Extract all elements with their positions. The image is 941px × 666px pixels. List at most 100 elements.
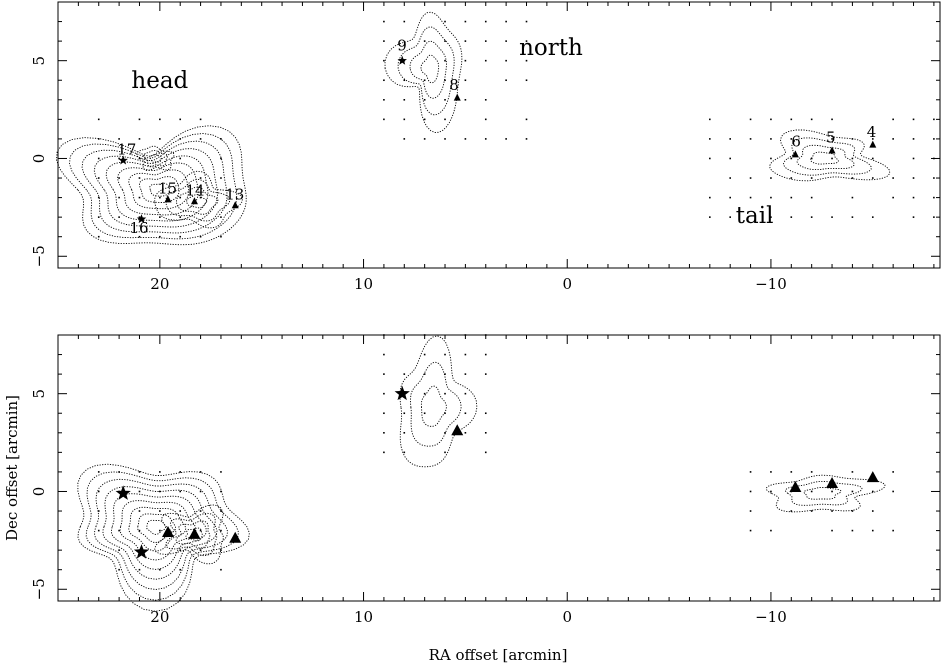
y-tick-label: 0 <box>30 487 48 497</box>
grid-dot <box>179 490 182 493</box>
grid-dot <box>709 138 711 140</box>
grid-dot <box>403 412 406 415</box>
source-label: 8 <box>449 76 459 94</box>
grid-dot <box>97 471 100 473</box>
grid-dot <box>912 118 915 121</box>
grid-dot <box>97 510 100 512</box>
grid-dot <box>525 59 528 62</box>
grid-dot <box>383 412 385 415</box>
grid-dot <box>810 471 813 473</box>
grid-dot <box>464 59 467 62</box>
contour-line <box>420 54 440 84</box>
grid-dot <box>423 392 426 395</box>
grid-dot <box>383 98 385 101</box>
grid-dot <box>912 177 915 179</box>
grid-dot <box>892 177 894 179</box>
grid-dot <box>97 138 100 140</box>
region-label-tail: tail <box>736 203 774 229</box>
grid-dot <box>423 79 426 82</box>
grid-dot <box>383 353 385 356</box>
contour-line <box>803 487 842 500</box>
source-star-marker <box>394 385 410 401</box>
grid-dot <box>179 157 182 160</box>
grid-dot <box>810 177 813 179</box>
contour-line <box>102 486 218 580</box>
grid-dot <box>199 549 202 551</box>
grid-dot <box>199 529 202 532</box>
contour-line <box>165 179 231 222</box>
grid-dot <box>831 510 833 512</box>
grid-dot <box>464 373 467 375</box>
grid-dot <box>138 510 141 512</box>
grid-dot <box>159 490 161 493</box>
grid-dot <box>770 216 772 218</box>
source-star-marker <box>118 155 128 165</box>
grid-dot <box>729 177 731 179</box>
grid-dot <box>159 529 161 532</box>
grid-dot <box>403 118 406 121</box>
source-star-marker <box>397 55 407 65</box>
grid-dot <box>403 138 406 140</box>
grid-dot <box>484 451 487 454</box>
source-label: 16 <box>130 219 149 237</box>
source-triangle-marker <box>231 201 239 209</box>
grid-dot <box>790 118 793 121</box>
grid-dot <box>444 451 446 454</box>
source-triangle-marker <box>866 471 879 483</box>
source-triangle-marker <box>826 477 839 489</box>
grid-dot <box>505 79 507 82</box>
grid-dot <box>770 138 772 140</box>
grid-dot <box>484 98 487 101</box>
grid-dot <box>810 196 813 199</box>
contour-line <box>119 500 197 561</box>
grid-dot <box>444 412 446 415</box>
grid-dot <box>138 138 141 140</box>
grid-dot <box>97 177 100 179</box>
grid-dot <box>525 118 528 121</box>
grid-dot <box>484 412 487 415</box>
grid-dot <box>118 216 120 218</box>
contour-line <box>93 148 218 228</box>
grid-dot <box>403 373 406 375</box>
grid-dot <box>933 216 935 218</box>
contour-line <box>409 40 447 99</box>
grid-dot <box>383 392 385 395</box>
grid-dot <box>423 138 426 140</box>
grid-dot <box>199 177 202 179</box>
grid-dot <box>97 235 100 238</box>
grid-dot <box>444 20 446 23</box>
grid-dot <box>484 373 487 375</box>
grid-dot <box>851 529 854 532</box>
grid-dot <box>933 138 935 140</box>
source-triangle-marker <box>453 93 461 101</box>
grid-dot <box>933 157 935 160</box>
contour-line <box>165 512 218 557</box>
grid-dot <box>851 510 854 512</box>
x-tick-label: −10 <box>755 608 787 626</box>
grid-dot <box>220 157 222 160</box>
grid-dot <box>729 196 731 199</box>
source-triangle-marker <box>869 140 877 148</box>
plot-frame <box>57 334 941 602</box>
contour-line <box>154 170 243 229</box>
grid-dot <box>729 216 731 218</box>
grid-dot <box>403 334 406 336</box>
x-tick-label: 20 <box>150 275 169 293</box>
contour-line <box>185 527 203 542</box>
source-star-marker <box>115 485 131 500</box>
grid-dot <box>851 157 854 160</box>
source-triangle-marker <box>161 525 174 537</box>
contour-line <box>143 149 168 167</box>
grid-dot <box>423 412 426 415</box>
grid-dot <box>403 20 406 23</box>
grid-dot <box>831 138 833 140</box>
grid-dot <box>484 138 487 140</box>
grid-dot <box>464 431 467 434</box>
grid-dot <box>403 451 406 454</box>
grid-dot <box>749 529 752 532</box>
contour-line <box>769 129 891 182</box>
y-tick-label: 5 <box>30 56 48 66</box>
grid-dot <box>790 157 793 160</box>
grid-dot <box>525 138 528 140</box>
grid-dot <box>933 196 935 199</box>
